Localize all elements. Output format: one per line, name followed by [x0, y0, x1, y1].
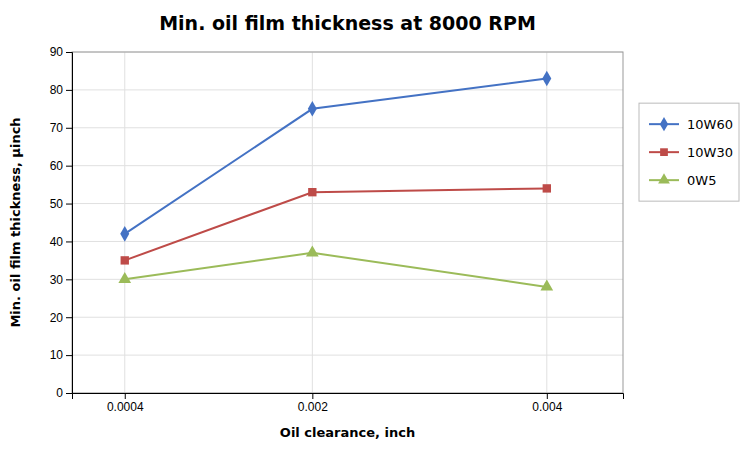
marks — [118, 71, 553, 291]
tick-label: 20 — [50, 311, 64, 325]
tick-mark — [125, 393, 126, 399]
tick-label: 30 — [50, 273, 64, 287]
tick-mark — [66, 241, 72, 242]
legend-label: 0W5 — [687, 173, 716, 188]
tick: 0 — [56, 386, 72, 400]
tick: 90 — [50, 45, 72, 59]
axis-domain — [73, 394, 624, 400]
axis-domain — [66, 53, 73, 394]
tick: 0.004 — [532, 393, 562, 414]
point — [306, 245, 319, 256]
grid-line — [124, 52, 125, 393]
tick: 40 — [50, 235, 72, 249]
legend-item: 10W30 — [649, 145, 733, 160]
tick-label: 0.004 — [532, 400, 562, 414]
series — [121, 184, 551, 264]
point — [120, 226, 129, 242]
legend-item: 0W5 — [649, 173, 716, 188]
line — [125, 79, 547, 234]
tick: 70 — [50, 121, 72, 135]
tick: 0.002 — [298, 393, 328, 414]
tick-label: 0.002 — [298, 400, 328, 414]
point — [542, 71, 551, 87]
y-axis: 0 10 20 30 40 50 60 70 80 90 — [50, 45, 73, 400]
tick-label: 70 — [50, 121, 64, 135]
y-axis-title: Min. oil film thickness, μinch — [8, 117, 23, 327]
tick-label: 50 — [50, 197, 64, 211]
tick-mark — [66, 166, 72, 167]
tick: 0.0004 — [107, 393, 144, 414]
tick-mark — [547, 393, 548, 399]
point — [308, 101, 317, 117]
grid-line — [72, 203, 623, 204]
chart: 0.0004 0.002 0.004 0 10 20 30 40 50 60 70 80 90 Min. … — [0, 0, 753, 451]
plot: 0.0004 0.002 0.004 0 10 20 30 40 50 60 70 80 90 — [50, 45, 624, 413]
point — [121, 256, 129, 264]
legend-frame — [639, 103, 739, 201]
tick-mark — [66, 393, 72, 394]
tick: 50 — [50, 197, 72, 211]
tick-label: 0 — [56, 386, 63, 400]
tick-mark — [312, 393, 313, 399]
legend-item: 10W60 — [649, 117, 733, 132]
tick-mark — [66, 204, 72, 205]
tick-label: 90 — [50, 45, 64, 59]
grid-line — [72, 89, 623, 90]
grid — [72, 52, 623, 393]
tick-label: 10 — [50, 348, 64, 362]
tick: 20 — [50, 311, 72, 325]
tick: 80 — [50, 83, 72, 97]
tick: 30 — [50, 273, 72, 287]
legend: 10W60 10W30 0W5 — [639, 103, 739, 201]
legend-marker — [660, 148, 668, 156]
tick-mark — [66, 90, 72, 91]
tick-label: 40 — [50, 235, 64, 249]
tick-label: 60 — [50, 159, 64, 173]
x-axis-title: Oil clearance, inch — [280, 425, 415, 440]
grid-line — [546, 52, 547, 393]
x-axis: 0.0004 0.002 0.004 — [73, 393, 624, 414]
grid-line — [72, 127, 623, 128]
tick-label: 80 — [50, 83, 64, 97]
legend-marker — [658, 173, 670, 183]
grid-line — [72, 241, 623, 242]
grid-line — [72, 317, 623, 318]
grid-line — [72, 165, 623, 166]
title: Min. oil film thickness at 8000 RPM — [159, 12, 536, 34]
grid-line — [72, 355, 623, 356]
point — [543, 184, 551, 192]
tick-mark — [66, 355, 72, 356]
tick-mark — [66, 317, 72, 318]
point — [540, 280, 553, 291]
plot-frame — [72, 52, 623, 393]
point — [308, 188, 316, 196]
legend-marker — [660, 117, 668, 131]
tick-mark — [66, 128, 72, 129]
series — [118, 245, 553, 290]
point — [118, 272, 131, 283]
line — [125, 253, 547, 287]
series — [120, 71, 551, 242]
legend-label: 10W30 — [687, 145, 733, 160]
tick-mark — [66, 279, 72, 280]
tick: 60 — [50, 159, 72, 173]
grid-line — [72, 279, 623, 280]
legend-label: 10W60 — [687, 117, 733, 132]
tick: 10 — [50, 348, 72, 362]
tick-mark — [66, 52, 72, 53]
line — [125, 188, 547, 260]
tick-label: 0.0004 — [107, 400, 144, 414]
